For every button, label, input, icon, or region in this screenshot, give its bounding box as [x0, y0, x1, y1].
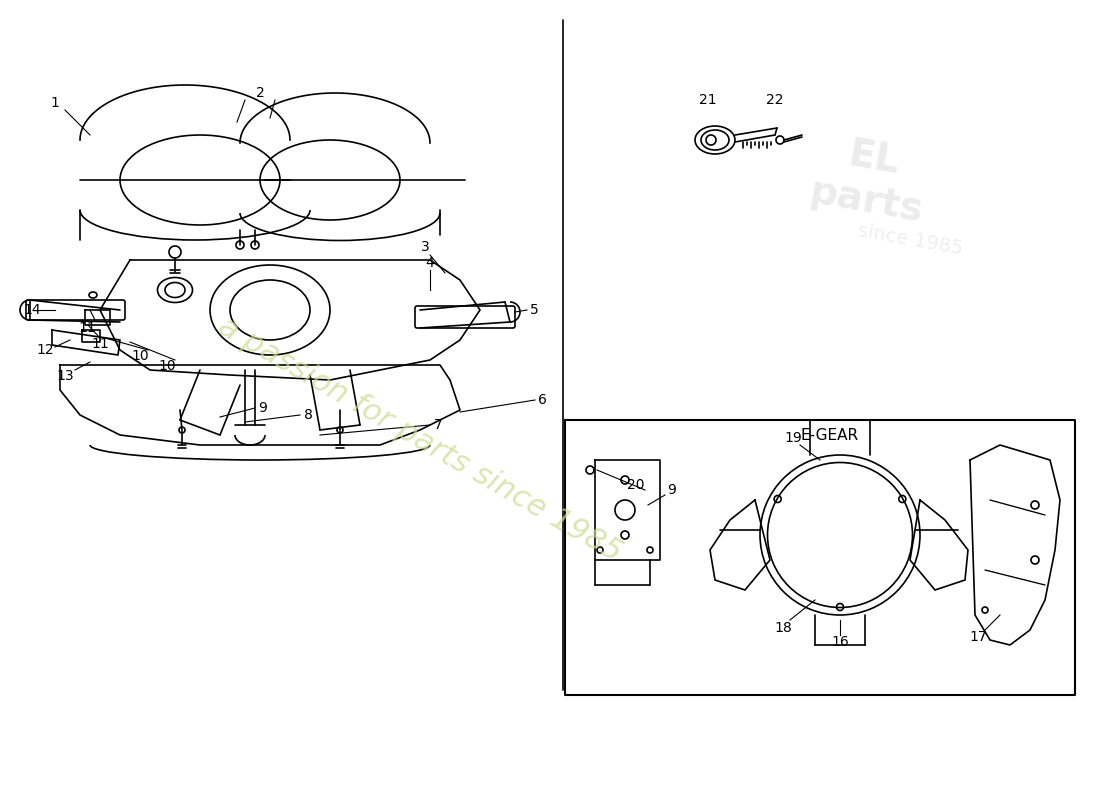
Text: EL
parts: EL parts	[806, 130, 934, 230]
Text: 2: 2	[255, 86, 264, 100]
Text: 17: 17	[969, 630, 987, 644]
Text: 19: 19	[784, 431, 802, 445]
Text: 11: 11	[78, 321, 96, 335]
Text: 9: 9	[258, 401, 267, 415]
Text: 18: 18	[774, 621, 792, 635]
Text: 7: 7	[433, 418, 442, 432]
Text: 5: 5	[529, 303, 538, 317]
Text: 3: 3	[420, 240, 429, 254]
Text: 20: 20	[627, 478, 645, 492]
Text: 10: 10	[131, 349, 149, 363]
Text: 10: 10	[158, 359, 176, 373]
Text: 14: 14	[23, 303, 41, 317]
Text: E-GEAR: E-GEAR	[801, 427, 859, 442]
Text: 6: 6	[538, 393, 547, 407]
Text: 8: 8	[304, 408, 312, 422]
Text: 13: 13	[56, 369, 74, 383]
Text: 16: 16	[832, 635, 849, 649]
Text: 22: 22	[767, 93, 783, 107]
Text: 12: 12	[36, 343, 54, 357]
Text: 11: 11	[91, 337, 109, 351]
Text: 4: 4	[426, 256, 434, 270]
Text: a passion for parts since 1985: a passion for parts since 1985	[213, 312, 627, 568]
Text: 21: 21	[700, 93, 717, 107]
Text: 9: 9	[668, 483, 676, 497]
Text: 1: 1	[51, 96, 59, 110]
Text: since 1985: since 1985	[856, 222, 964, 258]
